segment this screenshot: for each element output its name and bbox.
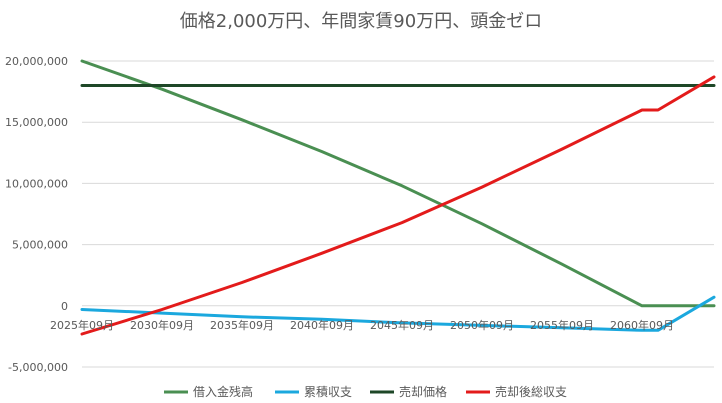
legend: 借入金残高 累積収支 売却価格 売却後総収支 (164, 384, 567, 399)
y-tick-label: -5,000,000 (8, 361, 68, 374)
legend-item: 売却価格 (370, 384, 447, 399)
gridlines (82, 60, 714, 368)
y-tick-label: 15,000,000 (5, 116, 68, 129)
legend-label: 累積収支 (304, 384, 352, 399)
legend-item: 借入金残高 (164, 384, 253, 399)
x-tick-label: 2055年09月 (530, 318, 594, 332)
series-lines (80, 59, 716, 336)
x-tick-label: 2030年09月 (130, 318, 194, 332)
y-tick-label: 20,000,000 (5, 55, 68, 68)
legend-label: 借入金残高 (193, 384, 253, 399)
series-line-3 (80, 75, 716, 336)
series-line-1 (80, 295, 716, 332)
x-tick-label: 2025年09月 (50, 318, 114, 332)
x-tick-label: 2035年09月 (210, 318, 274, 332)
x-tick-label: 2040年09月 (290, 318, 354, 332)
x-axis-ticks: 2025年09月 2030年09月 2035年09月 2040年09月 2045年09月… (50, 318, 674, 332)
x-tick-label: 2045年09月 (370, 318, 434, 332)
y-tick-label: 10,000,000 (5, 177, 68, 190)
legend-label: 売却価格 (399, 384, 447, 399)
x-tick-label: 2060年09月 (610, 318, 674, 332)
y-tick-label: 5,000,000 (12, 239, 68, 252)
legend-item: 売却後総収支 (466, 384, 567, 399)
legend-item: 累積収支 (275, 384, 352, 399)
x-tick-label: 2050年09月 (450, 318, 514, 332)
y-tick-label: 0 (61, 300, 68, 313)
chart-title: 価格2,000万円、年間家賃90万円、頭金ゼロ (180, 11, 542, 32)
legend-label: 売却後総収支 (495, 384, 567, 399)
y-axis-ticks: -5,000,000 0 5,000,000 10,000,000 15,000,000… (5, 55, 68, 374)
